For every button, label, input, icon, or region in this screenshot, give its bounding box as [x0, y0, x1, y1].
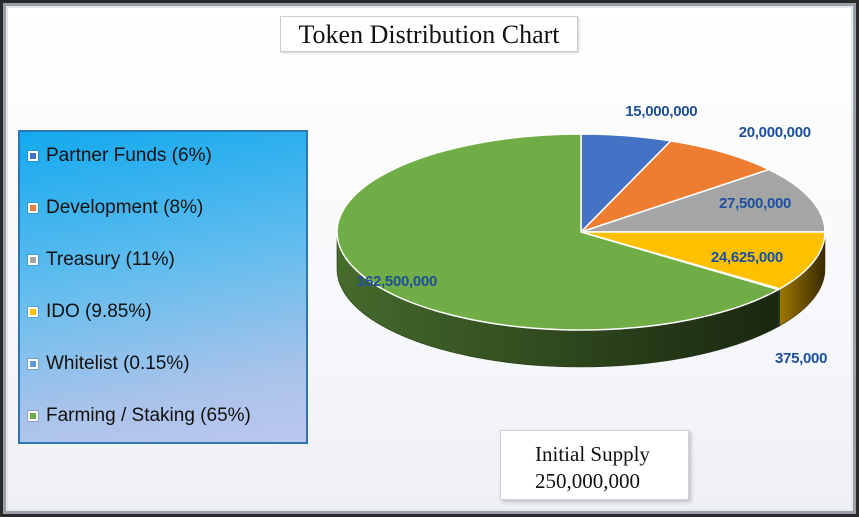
pie-slice-2 — [580, 168, 826, 233]
legend-item-development: Development (8%) — [27, 196, 204, 220]
chart-legend: Partner Funds (6%) Development (8%) Trea… — [18, 130, 308, 444]
pie-tops — [336, 133, 826, 331]
legend-swatch-treasury — [27, 254, 39, 266]
pie-data-label-4: 375,000 — [775, 350, 827, 367]
legend-swatch-whitelist — [27, 358, 39, 370]
pie-data-label-2: 27,500,000 — [719, 195, 791, 212]
pie-data-label-5: 162,500,000 — [357, 273, 437, 290]
legend-swatch-ido — [27, 306, 39, 318]
initial-supply-box: Initial Supply 250,000,000 — [500, 430, 689, 500]
legend-label-whitelist: Whitelist (0.15%) — [46, 353, 190, 374]
legend-label-development: Development (8%) — [46, 197, 204, 218]
legend-item-ido: IDO (9.85%) — [27, 300, 152, 324]
legend-swatch-partner-funds — [27, 150, 39, 162]
legend-label-treasury: Treasury (11%) — [46, 249, 175, 270]
legend-swatch-development — [27, 202, 39, 214]
initial-supply-value: 250,000,000 — [535, 469, 640, 493]
pie-data-label-3: 24,625,000 — [711, 249, 783, 266]
initial-supply-label: Initial Supply — [535, 442, 650, 466]
pie-data-label-1: 20,000,000 — [739, 124, 811, 141]
legend-label-farming-staking: Farming / Staking (65%) — [46, 405, 251, 426]
chart-title: Token Distribution Chart — [280, 16, 578, 52]
pie-labels: 15,000,000 20,000,000 27,500,000 24,625,000… — [357, 103, 827, 367]
pie-slice-5 — [336, 133, 780, 331]
legend-item-whitelist: Whitelist (0.15%) — [27, 352, 190, 376]
pie-data-label-0: 15,000,000 — [625, 103, 697, 120]
legend-label-ido: IDO (9.85%) — [46, 301, 152, 322]
legend-item-partner-funds: Partner Funds (6%) — [27, 144, 212, 168]
legend-swatch-farming-staking — [27, 410, 39, 422]
legend-item-farming-staking: Farming / Staking (65%) — [27, 404, 251, 428]
pie-slice-3 — [580, 231, 826, 290]
legend-item-treasury: Treasury (11%) — [27, 248, 175, 272]
pie-slice-1 — [580, 140, 770, 233]
legend-label-partner-funds: Partner Funds (6%) — [46, 145, 212, 166]
